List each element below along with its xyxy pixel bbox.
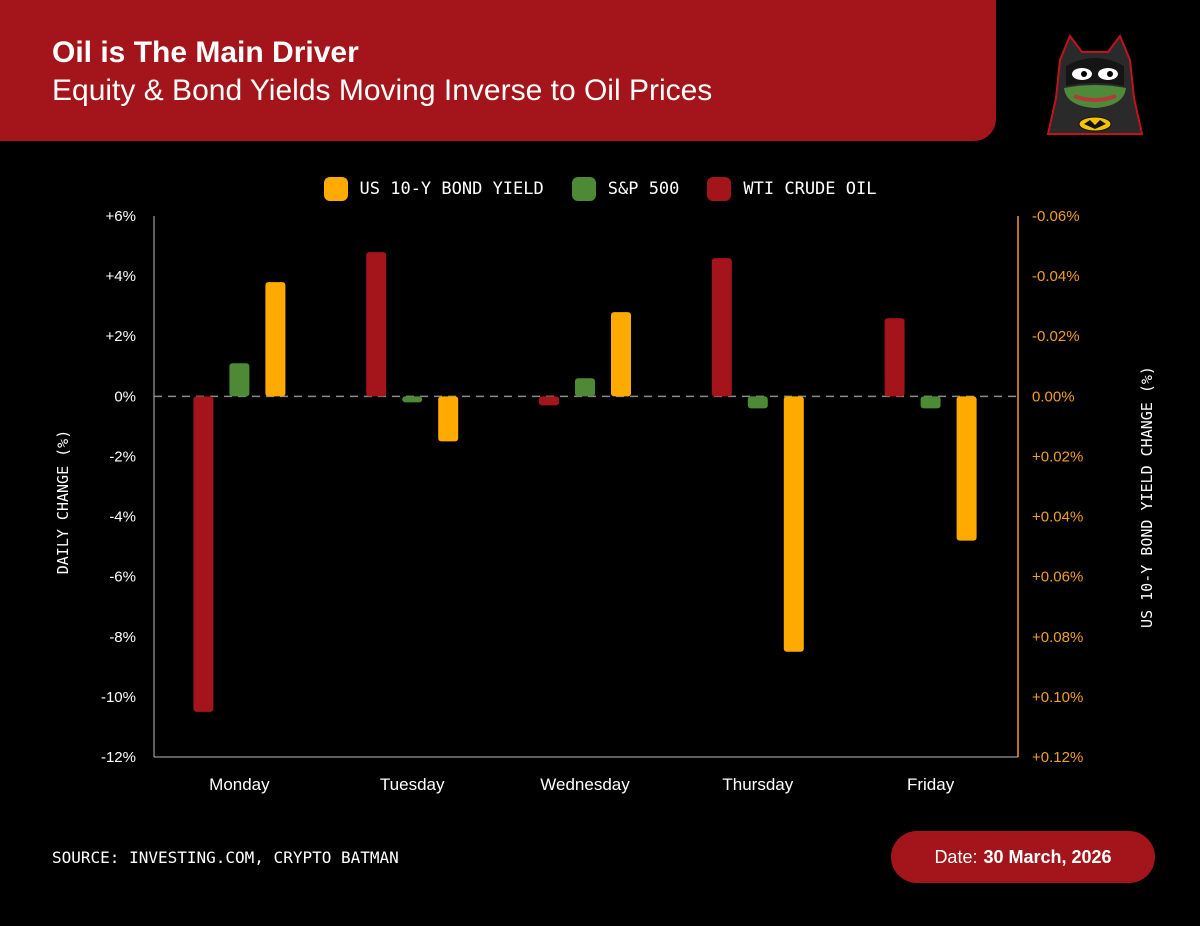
bar-sp500 xyxy=(575,378,595,397)
y-tick-label: 0% xyxy=(114,388,136,405)
bar-oil xyxy=(193,396,214,712)
bar-oil xyxy=(539,396,559,406)
x-tick-label: Monday xyxy=(209,775,270,794)
legend-label-oil: WTI CRUDE OIL xyxy=(743,179,877,199)
y-tick-label: -8% xyxy=(109,629,136,646)
date-value: 30 March, 2026 xyxy=(983,846,1112,867)
y-right-tick-label: +0.08% xyxy=(1032,629,1083,646)
chart-legend: US 10-Y BOND YIELD S&P 500 WTI CRUDE OIL xyxy=(0,176,1200,202)
legend-swatch-oil xyxy=(707,177,732,201)
y-right-tick-label: -0.06% xyxy=(1032,208,1080,225)
y-tick-label: +2% xyxy=(106,328,136,345)
bar-oil xyxy=(711,258,732,397)
y-right-tick-label: +0.02% xyxy=(1032,448,1083,465)
legend-item-sp500: S&P 500 xyxy=(571,177,680,201)
y-right-axis-title: US 10-Y BOND YIELD CHANGE (%) xyxy=(1138,366,1156,628)
y-tick-label: +6% xyxy=(106,208,136,225)
x-tick-label: Tuesday xyxy=(380,775,445,794)
bar-oil xyxy=(366,252,387,397)
bar-bond xyxy=(611,312,631,397)
y-right-tick-label: -0.04% xyxy=(1032,268,1080,285)
batman-frog-logo-icon xyxy=(1046,34,1144,135)
y-tick-label: -10% xyxy=(101,689,136,706)
y-right-tick-label: -0.02% xyxy=(1032,328,1080,345)
bar-sp500 xyxy=(229,363,250,397)
y-right-tick-label: 0.00% xyxy=(1032,388,1075,405)
chart-subtitle: Equity & Bond Yields Moving Inverse to O… xyxy=(52,74,713,107)
y-tick-label: -2% xyxy=(109,448,136,465)
chart-title: Oil is The Main Driver xyxy=(52,36,359,69)
bar-bond xyxy=(783,396,804,652)
y-tick-label: +4% xyxy=(106,268,136,285)
y-tick-label: -6% xyxy=(109,569,136,586)
bar-sp500 xyxy=(920,396,941,409)
y-right-tick-label: +0.06% xyxy=(1032,569,1083,586)
bar-bond xyxy=(956,396,977,541)
date-badge: Date: 30 March, 2026 xyxy=(891,831,1155,883)
legend-item-oil: WTI CRUDE OIL xyxy=(707,177,876,201)
x-tick-label: Friday xyxy=(907,775,955,794)
y-tick-label: -4% xyxy=(109,509,136,526)
legend-item-bond: US 10-Y BOND YIELD xyxy=(323,177,544,201)
bar-bond xyxy=(438,396,459,442)
legend-label-sp500: S&P 500 xyxy=(607,179,680,199)
x-tick-label: Wednesday xyxy=(540,775,630,794)
y-tick-label: -12% xyxy=(101,749,136,766)
y-right-tick-label: +0.04% xyxy=(1032,509,1083,526)
header-banner: Oil is The Main Driver Equity & Bond Yie… xyxy=(0,0,996,141)
y-axis-title: DAILY CHANGE (%) xyxy=(54,430,72,575)
legend-label-bond: US 10-Y BOND YIELD xyxy=(359,179,544,199)
bar-oil xyxy=(884,318,905,397)
x-tick-label: Thursday xyxy=(722,775,793,794)
date-label: Date: xyxy=(934,846,978,867)
bar-bond xyxy=(265,282,286,397)
bar-sp500 xyxy=(402,396,423,403)
legend-swatch-bond xyxy=(323,177,348,201)
source-note: SOURCE: INVESTING.COM, CRYPTO BATMAN xyxy=(52,848,399,867)
bar-sp500 xyxy=(747,396,768,409)
y-right-tick-label: +0.12% xyxy=(1032,749,1083,766)
legend-swatch-sp500 xyxy=(571,177,596,201)
y-right-tick-label: +0.10% xyxy=(1032,689,1083,706)
